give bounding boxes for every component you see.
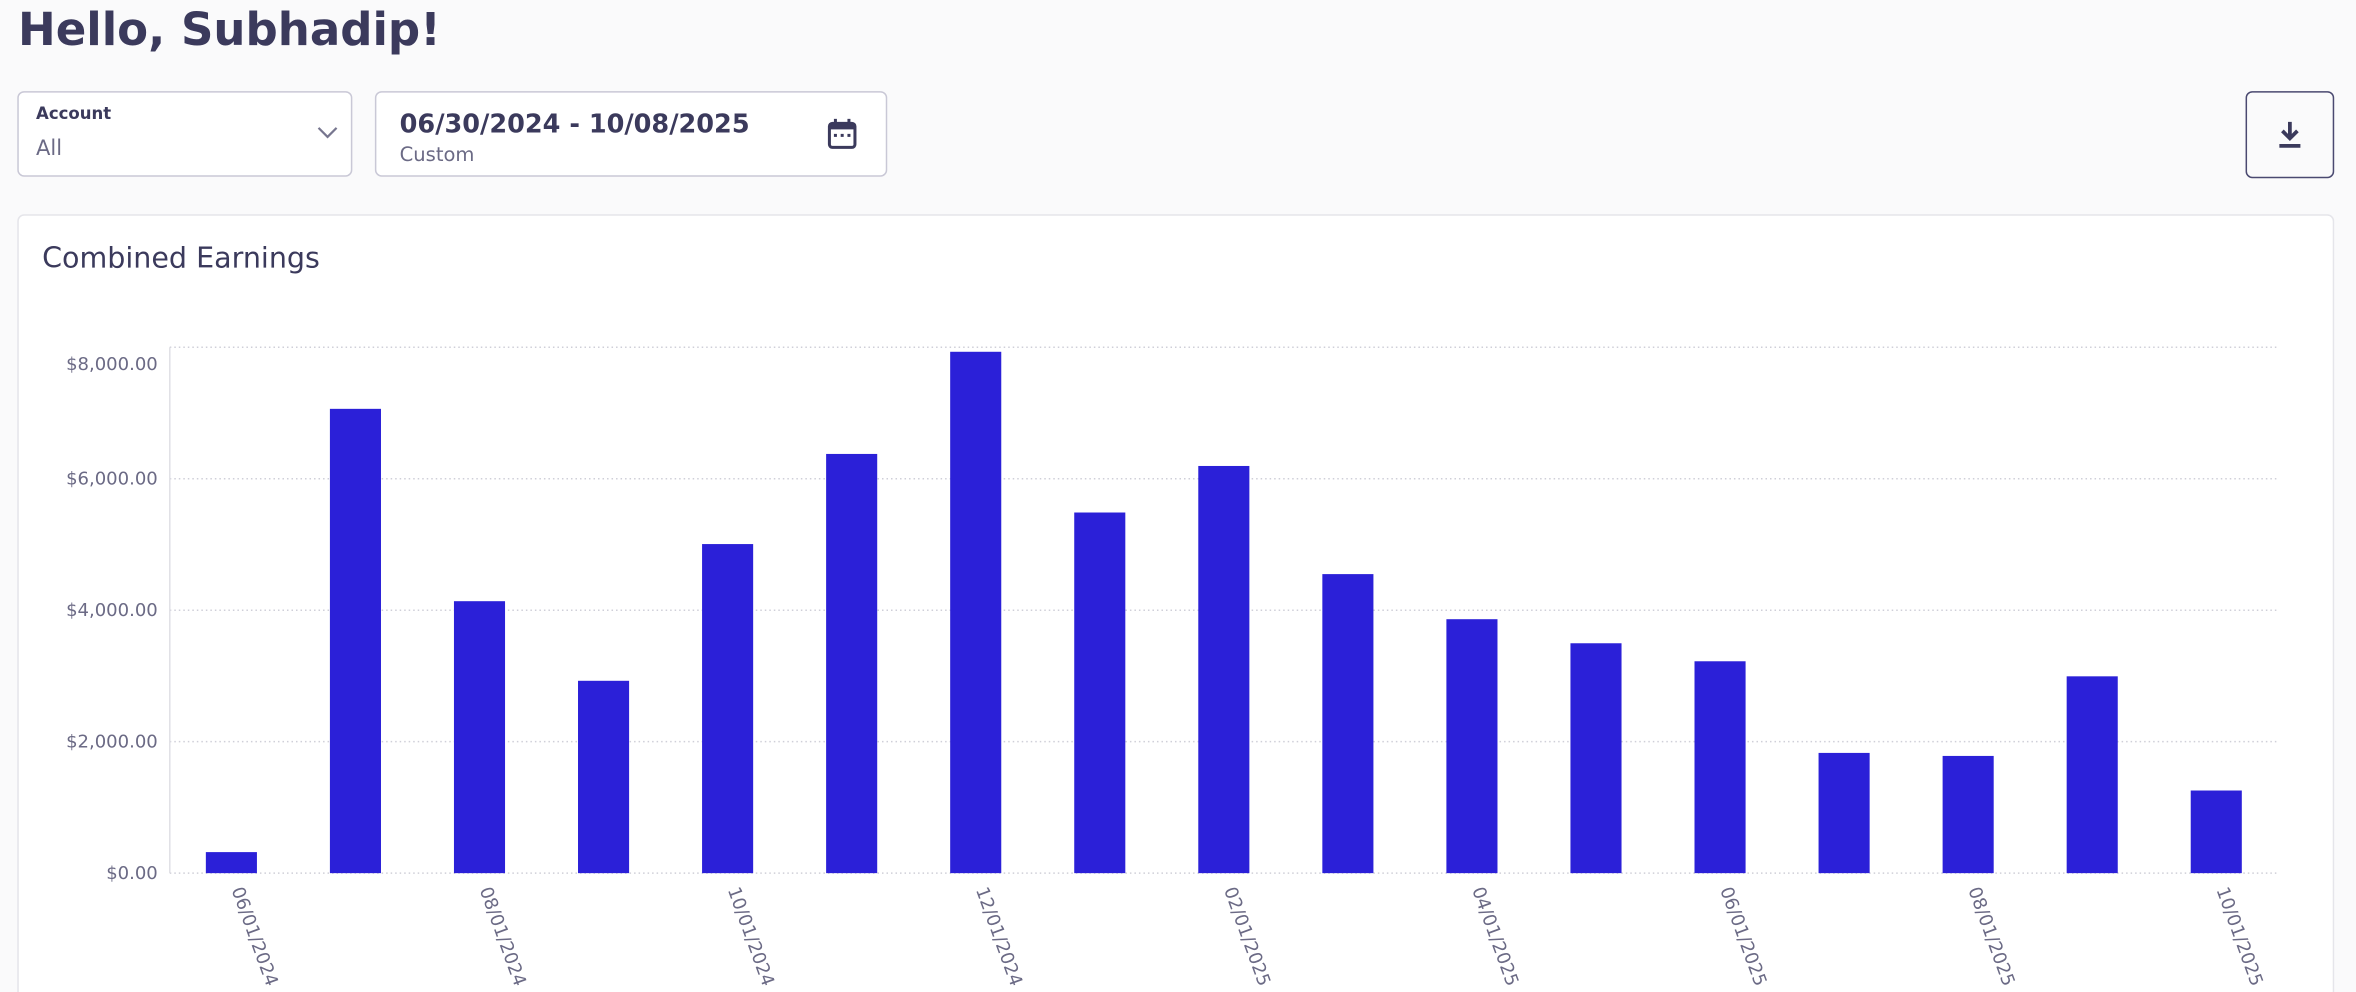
account-value: All xyxy=(36,135,62,160)
y-tick-label: $6,000.00 xyxy=(66,469,158,490)
y-tick-label: $2,000.00 xyxy=(66,732,158,753)
bar xyxy=(2190,790,2242,874)
y-tick-label: $4,000.00 xyxy=(66,600,158,621)
bar xyxy=(1446,619,1498,874)
bar xyxy=(578,680,630,874)
bar xyxy=(2066,676,2118,874)
date-range: 06/30/2024 - 10/08/2025 xyxy=(400,109,750,139)
account-box[interactable] xyxy=(17,91,353,177)
bar xyxy=(205,852,257,874)
chart-title: Combined Earnings xyxy=(42,242,320,275)
date-picker[interactable]: 06/30/2024 - 10/08/2025 Custom xyxy=(374,91,888,177)
account-label: Account xyxy=(36,104,111,123)
calendar-icon[interactable] xyxy=(827,118,857,149)
y-tick-label: $0.00 xyxy=(106,863,158,884)
bar xyxy=(702,544,754,874)
bar xyxy=(950,351,1002,874)
bar xyxy=(1942,755,1994,874)
bar xyxy=(826,453,878,874)
date-preset: Custom xyxy=(400,143,475,166)
download-button[interactable] xyxy=(2245,91,2335,179)
greeting: Hello, Subhadip! xyxy=(18,3,441,56)
bar xyxy=(1198,465,1250,874)
bar xyxy=(1074,512,1126,874)
bar xyxy=(1694,661,1746,874)
download-arrow xyxy=(2281,121,2299,142)
date-box[interactable] xyxy=(374,91,888,177)
account-select[interactable]: Account All xyxy=(17,91,353,177)
bar xyxy=(1570,643,1622,874)
bar xyxy=(1818,752,1870,874)
bar xyxy=(329,408,381,874)
chevron-icon xyxy=(317,127,338,139)
bar xyxy=(453,601,506,874)
bar xyxy=(1322,574,1374,874)
y-tick-label: $8,000.00 xyxy=(66,354,158,375)
